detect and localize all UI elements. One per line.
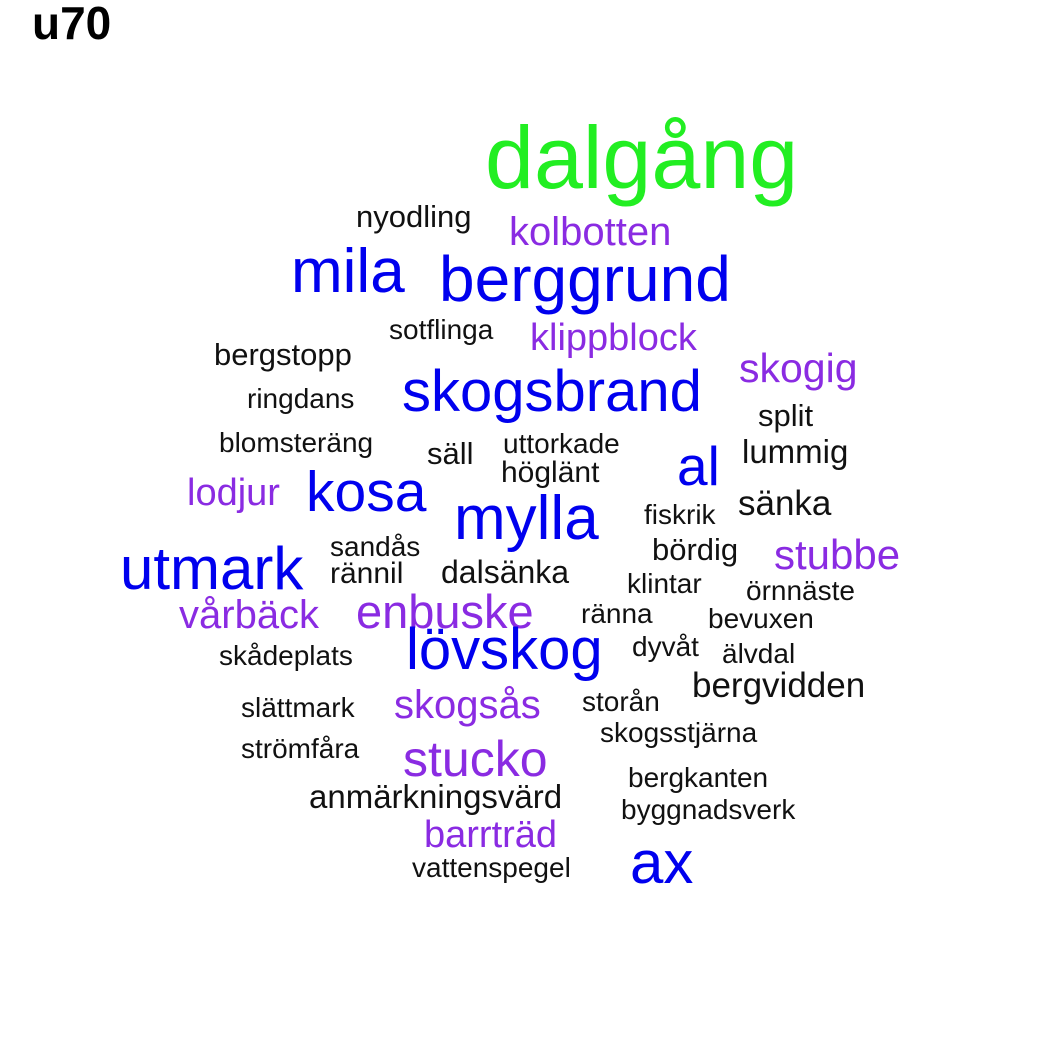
word-45: stucko	[403, 731, 548, 787]
word-28: dalsänka	[441, 554, 570, 590]
word-14: uttorkade	[503, 428, 620, 459]
word-0: dalgång	[485, 108, 799, 207]
word-7: bergstopp	[214, 337, 352, 372]
word-34: bevuxen	[708, 603, 814, 634]
word-12: blomsteräng	[219, 427, 374, 458]
word-21: mylla	[454, 484, 599, 553]
word-26: utmark	[120, 535, 304, 602]
word-47: anmärkningsvärd	[309, 778, 563, 815]
word-5: sotflinga	[389, 314, 494, 345]
word-6: klippblock	[530, 317, 697, 359]
word-8: skogig	[739, 345, 858, 391]
word-15: lummig	[742, 433, 849, 470]
word-27: rännil	[330, 557, 404, 590]
word-3: mila	[291, 237, 405, 306]
word-18: lodjur	[187, 472, 280, 514]
word-29: klintar	[627, 568, 702, 599]
word-24: bördig	[652, 532, 739, 567]
word-48: byggnadsverk	[621, 794, 796, 825]
word-33: ränna	[581, 598, 653, 629]
word-17: höglänt	[501, 456, 600, 489]
word-39: bergvidden	[692, 666, 866, 705]
word-40: slättmark	[241, 692, 355, 723]
word-2: kolbotten	[509, 210, 672, 254]
word-36: dyvåt	[632, 631, 699, 662]
word-13: säll	[427, 436, 474, 471]
word-49: barrträd	[424, 814, 558, 856]
chart-title: u70	[32, 0, 112, 49]
word-37: skådeplats	[219, 640, 353, 671]
word-46: bergkanten	[628, 762, 769, 793]
word-10: ringdans	[247, 383, 355, 414]
word-22: fiskrik	[644, 499, 716, 530]
word-23: sandås	[330, 531, 421, 562]
word-51: vattenspegel	[412, 852, 571, 883]
word-20: sänka	[738, 484, 832, 523]
word-19: kosa	[306, 460, 427, 524]
word-41: skogsås	[394, 683, 541, 727]
word-43: skogsstjärna	[600, 717, 758, 748]
word-38: älvdal	[722, 638, 796, 669]
word-31: vårbäck	[179, 593, 320, 637]
word-11: split	[758, 398, 814, 433]
word-16: al	[677, 435, 720, 497]
word-30: örnnäste	[746, 575, 855, 606]
word-25: stubbe	[774, 531, 901, 578]
word-35: lövskog	[406, 617, 603, 682]
word-9: skogsbrand	[402, 359, 702, 424]
word-44: strömfåra	[241, 733, 360, 764]
word-42: storån	[582, 686, 660, 717]
word-4: berggrund	[439, 243, 731, 315]
word-32: enbuske	[356, 585, 534, 638]
word-1: nyodling	[356, 199, 472, 234]
word-50: ax	[630, 829, 694, 896]
